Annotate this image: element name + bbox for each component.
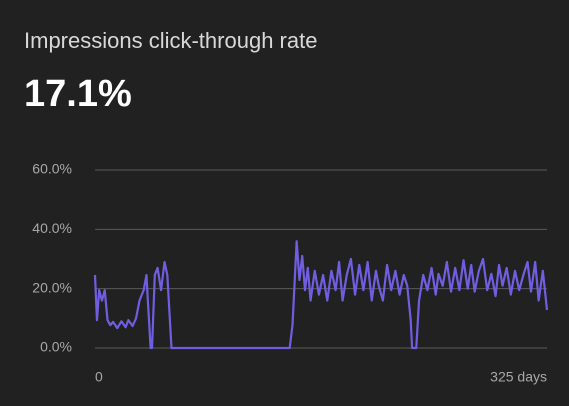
x-tick-label: 0	[95, 369, 103, 385]
headline-value: 17.1%	[24, 73, 132, 115]
y-tick-label: 40.0%	[32, 220, 72, 236]
data-line	[93, 240, 549, 350]
x-tick-label: 325 days	[490, 369, 547, 385]
chart-title: Impressions click-through rate	[24, 28, 317, 53]
y-tick-label: 60.0%	[32, 161, 72, 177]
y-tick-label: 20.0%	[32, 279, 72, 295]
y-tick-label: 0.0%	[40, 339, 72, 355]
